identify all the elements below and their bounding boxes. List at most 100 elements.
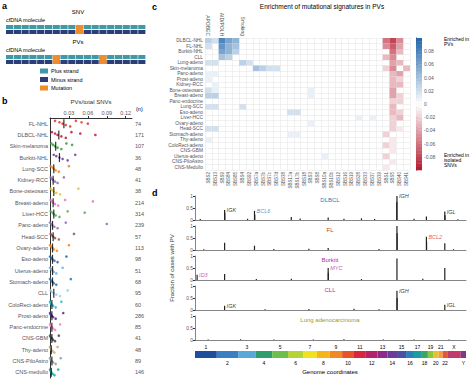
- svg-text:FL-NHL: FL-NHL: [186, 44, 203, 49]
- svg-text:18: 18: [422, 360, 428, 366]
- svg-text:1: 1: [205, 344, 208, 350]
- svg-text:Minus strand: Minus strand: [51, 77, 83, 83]
- svg-text:AID/POLH: AID/POLH: [219, 13, 225, 37]
- svg-text:PVs/total SNVs: PVs/total SNVs: [70, 99, 111, 105]
- svg-text:IGK: IGK: [227, 303, 237, 309]
- svg-text:SBS40: SBS40: [397, 172, 402, 187]
- svg-text:239: 239: [135, 222, 144, 228]
- svg-text:Kidney-RCC: Kidney-RCC: [17, 177, 48, 183]
- svg-text:Head-SCC: Head-SCC: [180, 126, 204, 131]
- svg-text:-0.08: -0.08: [424, 154, 436, 160]
- svg-text:CNS-medullo: CNS-medullo: [15, 369, 48, 375]
- svg-text:SBS2: SBS2: [206, 172, 211, 184]
- svg-text:IGL: IGL: [447, 209, 456, 215]
- svg-text:DLBCL: DLBCL: [320, 197, 340, 203]
- svg-text:Liver-HCC: Liver-HCC: [22, 211, 48, 217]
- svg-text:PVs: PVs: [72, 39, 83, 45]
- svg-text:48: 48: [135, 166, 141, 172]
- svg-text:68: 68: [135, 279, 141, 285]
- svg-text:Skin-melanoma: Skin-melanoma: [170, 66, 204, 71]
- svg-text:-0.02: -0.02: [424, 114, 436, 120]
- svg-text:FL: FL: [326, 227, 334, 233]
- svg-text:89: 89: [135, 358, 141, 364]
- svg-text:SBS38: SBS38: [281, 172, 286, 187]
- svg-text:0.08: 0.08: [424, 48, 434, 54]
- svg-text:Mutation: Mutation: [51, 85, 72, 91]
- svg-text:0.12: 0.12: [120, 110, 131, 116]
- svg-text:Panc-adeno: Panc-adeno: [18, 222, 48, 228]
- svg-text:Kidney-RCC: Kidney-RCC: [176, 82, 203, 87]
- svg-text:0: 0: [424, 101, 427, 107]
- svg-text:Thy-adeno: Thy-adeno: [22, 347, 48, 353]
- svg-text:0.02: 0.02: [424, 88, 434, 94]
- svg-text:7: 7: [309, 344, 312, 350]
- svg-text:Uterus-adeno: Uterus-adeno: [174, 154, 203, 159]
- svg-text:MYC: MYC: [330, 265, 342, 271]
- svg-text:19: 19: [428, 344, 434, 350]
- svg-text:(n): (n): [136, 106, 143, 112]
- svg-text:SBS19: SBS19: [349, 172, 354, 187]
- svg-text:0: 0: [190, 338, 193, 343]
- svg-text:10: 10: [345, 360, 351, 366]
- svg-text:Eso-adeno: Eso-adeno: [21, 256, 48, 262]
- svg-text:0.06: 0.06: [82, 110, 93, 116]
- svg-text:CLL: CLL: [324, 287, 336, 293]
- svg-text:SBS10b: SBS10b: [329, 172, 334, 189]
- svg-text:Bone-osteosarc: Bone-osteosarc: [9, 188, 48, 194]
- svg-text:CNS-PiloAstro: CNS-PiloAstro: [172, 159, 203, 164]
- svg-text:0.5: 0.5: [186, 296, 193, 301]
- svg-text:16: 16: [407, 360, 413, 366]
- svg-text:X: X: [452, 344, 456, 350]
- svg-text:41: 41: [135, 335, 141, 341]
- svg-text:SBS16: SBS16: [343, 172, 348, 187]
- svg-text:IGK: IGK: [227, 207, 237, 213]
- svg-text:Skin-melanoma: Skin-melanoma: [10, 143, 49, 149]
- svg-text:SBS84: SBS84: [226, 172, 231, 187]
- svg-text:Panc-endocrine: Panc-endocrine: [169, 99, 203, 104]
- svg-text:CNS-GBM: CNS-GBM: [180, 148, 203, 153]
- svg-text:Panc-endocrine: Panc-endocrine: [9, 324, 48, 330]
- svg-text:Ovary-adeno: Ovary-adeno: [16, 245, 48, 251]
- svg-text:1: 1: [190, 284, 193, 289]
- svg-text:20: 20: [433, 360, 439, 366]
- svg-text:Prost-adeno: Prost-adeno: [177, 77, 203, 82]
- svg-text:-0.06: -0.06: [424, 141, 436, 147]
- svg-text:17: 17: [415, 344, 421, 350]
- svg-text:0.06: 0.06: [424, 61, 434, 67]
- svg-text:Uterus-adeno: Uterus-adeno: [15, 268, 48, 274]
- svg-text:BCL6: BCL6: [256, 208, 271, 214]
- svg-text:Stomach-adeno: Stomach-adeno: [9, 279, 48, 285]
- svg-text:74: 74: [135, 121, 141, 127]
- svg-text:1: 1: [190, 194, 193, 199]
- svg-text:CLL: CLL: [194, 55, 203, 60]
- svg-text:Ovary-adeno: Ovary-adeno: [175, 121, 203, 126]
- svg-text:12: 12: [369, 360, 375, 366]
- svg-text:0.09: 0.09: [101, 110, 112, 116]
- svg-text:107: 107: [135, 143, 144, 149]
- svg-text:8: 8: [322, 360, 325, 366]
- svg-text:0.5: 0.5: [186, 236, 193, 241]
- svg-text:-0.04: -0.04: [424, 127, 436, 133]
- svg-text:Lung-SCC: Lung-SCC: [22, 166, 48, 172]
- svg-text:0: 0: [190, 308, 193, 313]
- svg-text:3: 3: [245, 344, 248, 350]
- svg-text:15: 15: [399, 344, 405, 350]
- svg-text:14: 14: [390, 360, 396, 366]
- svg-text:Head-SCC: Head-SCC: [21, 234, 48, 240]
- svg-text:60: 60: [135, 302, 141, 308]
- svg-text:38: 38: [135, 188, 141, 194]
- svg-text:48: 48: [135, 347, 141, 353]
- svg-text:1: 1: [190, 254, 193, 259]
- svg-text:286: 286: [135, 313, 144, 319]
- svg-text:146: 146: [135, 369, 144, 375]
- svg-text:214: 214: [135, 200, 144, 206]
- svg-text:SBS5: SBS5: [390, 172, 395, 184]
- svg-text:FL-NHL: FL-NHL: [29, 121, 48, 127]
- svg-text:6: 6: [294, 360, 297, 366]
- svg-text:cfDNA molecule: cfDNA molecule: [6, 47, 45, 53]
- svg-text:a: a: [2, 1, 8, 11]
- svg-text:SBS33: SBS33: [363, 172, 368, 187]
- svg-text:SBS39: SBS39: [377, 172, 382, 187]
- svg-text:SBS85: SBS85: [233, 172, 238, 187]
- svg-text:Genome coordinates: Genome coordinates: [302, 369, 358, 375]
